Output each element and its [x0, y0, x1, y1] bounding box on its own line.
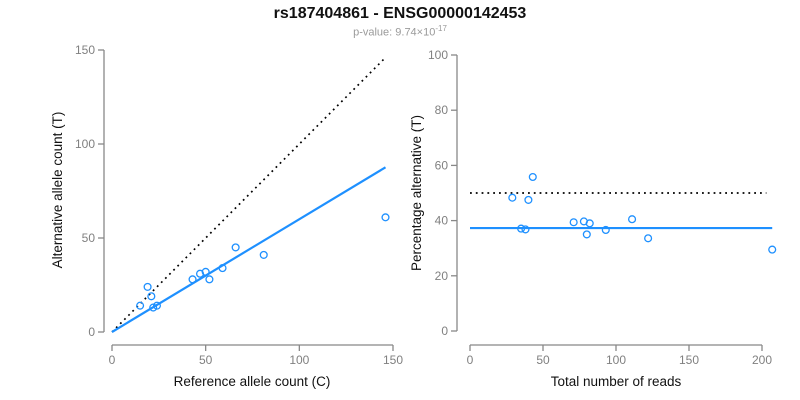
y-tick-label: 150: [75, 43, 95, 57]
x-tick-label: 150: [383, 353, 403, 367]
data-point: [195, 269, 205, 278]
data-point: [188, 275, 197, 284]
data-point: [381, 213, 390, 222]
data-point: [569, 218, 578, 227]
data-point: [136, 301, 145, 310]
data-point: [231, 243, 240, 252]
x-tick-label: 50: [199, 353, 213, 367]
x-tick-label: 100: [606, 353, 626, 367]
data-point: [201, 267, 210, 276]
y-tick-label: 0: [88, 325, 95, 339]
y-tick-label: 80: [435, 103, 449, 117]
data-point: [582, 230, 591, 239]
y-axis-title: Percentage alternative (T): [409, 115, 424, 271]
data-point: [528, 172, 537, 182]
data-point: [143, 282, 152, 291]
data-point: [585, 219, 594, 228]
fit-line: [111, 166, 387, 333]
x-tick-label: 0: [467, 353, 474, 367]
x-tick-label: 150: [679, 353, 699, 367]
x-axis-title: Total number of reads: [551, 374, 682, 389]
y-tick-label: 20: [435, 269, 449, 283]
data-point: [259, 250, 268, 259]
chart-subtitle: p-value: 9.74×10-17: [0, 24, 800, 39]
identity-line: [111, 56, 387, 333]
data-point: [524, 195, 533, 204]
y-tick-label: 0: [441, 324, 448, 338]
y-tick-label: 100: [75, 137, 95, 151]
x-tick-label: 100: [289, 353, 309, 367]
data-point: [152, 301, 162, 310]
x-axis-title: Reference allele count (C): [174, 374, 331, 389]
chart-title: rs187404861 - ENSG00000142453: [273, 5, 527, 22]
data-point: [644, 234, 653, 243]
data-point: [628, 215, 637, 224]
data-point: [205, 275, 214, 284]
x-tick-label: 200: [752, 353, 772, 367]
data-point: [508, 193, 517, 202]
x-tick-label: 50: [536, 353, 550, 367]
y-tick-label: 50: [82, 231, 96, 245]
data-point: [218, 264, 227, 273]
data-point: [601, 225, 610, 235]
y-tick-label: 100: [428, 48, 448, 62]
data-point: [517, 224, 526, 233]
x-tick-label: 0: [109, 353, 116, 367]
subtitle-pvalue-text: p-value: 9.74×10: [353, 26, 436, 39]
y-axis-title: Alternative allele count (T): [50, 112, 65, 269]
y-tick-label: 40: [435, 214, 449, 228]
y-tick-label: 60: [435, 158, 449, 172]
data-point: [521, 225, 530, 234]
data-point: [147, 292, 156, 301]
subtitle-exponent: -17: [435, 24, 447, 33]
data-point: [768, 245, 777, 254]
